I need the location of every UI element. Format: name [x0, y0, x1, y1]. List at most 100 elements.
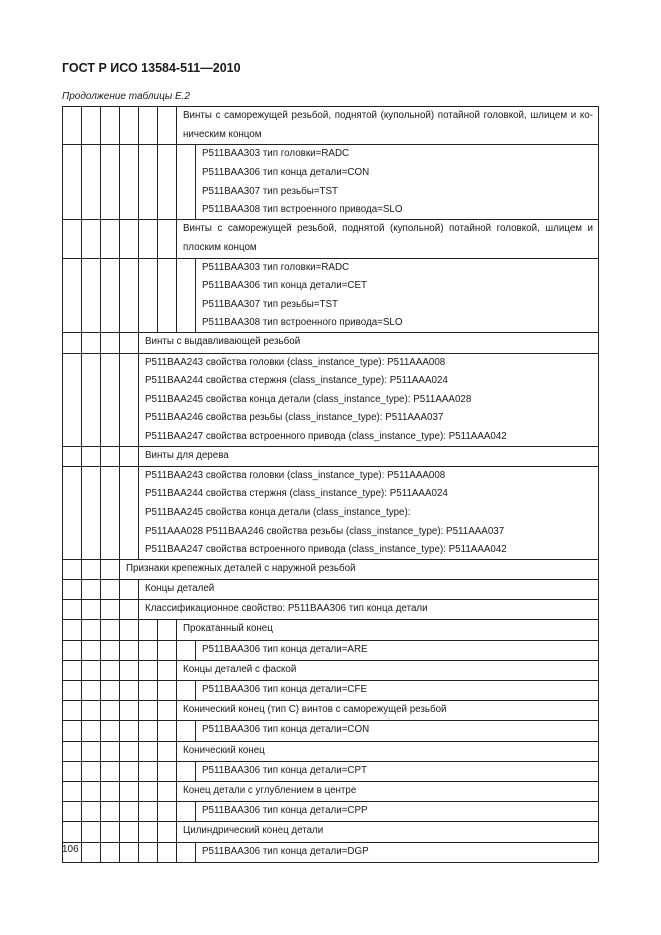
table-row: Прокатанный конец	[183, 620, 593, 639]
row-divider	[62, 579, 598, 580]
column-divider	[62, 579, 63, 600]
column-divider	[119, 106, 120, 145]
column-divider	[176, 821, 177, 842]
column-divider	[138, 720, 139, 741]
table-row: P511BAA306 тип конца детали=CPT	[202, 762, 593, 781]
row-divider	[62, 558, 598, 560]
column-divider	[157, 801, 158, 822]
column-divider	[157, 781, 158, 802]
column-divider	[119, 821, 120, 842]
column-divider	[138, 740, 139, 761]
column-divider	[138, 659, 139, 680]
row-text-line: P511BAA306 тип конца детали=CON	[202, 724, 370, 736]
column-divider	[176, 639, 177, 660]
column-divider	[195, 760, 196, 781]
column-divider	[119, 841, 120, 862]
column-divider	[100, 680, 101, 701]
table-row: Винты с выдавливающей резьбой	[145, 333, 593, 352]
column-divider	[157, 821, 158, 842]
column-divider	[62, 106, 63, 145]
column-divider	[195, 841, 196, 862]
table-row: P511BAA243 свойства головки (class_insta…	[145, 467, 593, 560]
table-border-right	[598, 465, 599, 559]
column-divider	[195, 801, 196, 822]
table-border-right	[598, 700, 599, 721]
column-divider	[100, 781, 101, 802]
row-divider	[62, 599, 598, 601]
row-text-line: P511BAA307 тип резьбы=TST	[202, 185, 338, 197]
row-divider	[62, 740, 598, 742]
row-text-line: P511BAA306 тип конца детали=DGP	[202, 845, 369, 857]
table-row: Винты с саморежущей резьбой, поднятой (к…	[183, 220, 593, 257]
table-border-right	[598, 760, 599, 781]
column-divider	[157, 760, 158, 781]
table-border-right	[598, 619, 599, 640]
column-divider	[62, 257, 63, 333]
column-divider	[157, 619, 158, 640]
column-divider	[81, 659, 82, 680]
table-border-top	[62, 106, 598, 107]
column-divider	[62, 445, 63, 466]
column-divider	[157, 106, 158, 145]
column-divider	[119, 579, 120, 600]
column-divider	[100, 720, 101, 741]
row-text-line: P511BAA308 тип встроенного привода=SLO	[202, 317, 403, 329]
row-text-line: плоским концом	[183, 241, 257, 253]
column-divider	[119, 720, 120, 741]
table-border-right	[598, 740, 599, 761]
row-text-line: P511BAA308 тип встроенного привода=SLO	[202, 204, 403, 216]
column-divider	[100, 352, 101, 446]
column-divider	[119, 801, 120, 822]
column-divider	[62, 465, 63, 559]
row-text-line: P511BAA306 тип конца детали=ARE	[202, 643, 368, 655]
row-divider	[62, 465, 598, 467]
column-divider	[138, 639, 139, 660]
row-text-line: P511BAA247 свойства встроенного привода …	[145, 544, 507, 556]
table-row: P511BAA243 свойства головки (class_insta…	[145, 354, 593, 447]
column-divider	[100, 257, 101, 333]
row-divider	[62, 257, 598, 259]
column-divider	[195, 257, 196, 333]
table-border-right	[598, 720, 599, 741]
column-divider	[100, 465, 101, 559]
column-divider	[62, 619, 63, 640]
column-divider	[62, 841, 63, 862]
column-divider	[176, 106, 177, 145]
column-divider	[81, 579, 82, 600]
column-divider	[119, 332, 120, 353]
column-divider	[138, 841, 139, 862]
column-divider	[100, 659, 101, 680]
row-text-line: P511BAA243 свойства головки (class_insta…	[145, 469, 446, 481]
row-text-line: Концы деталей	[145, 583, 215, 594]
column-divider	[195, 680, 196, 701]
row-text-line: P511BAA244 свойства стержня (class_insta…	[145, 488, 448, 500]
column-divider	[62, 558, 63, 579]
column-divider	[138, 144, 139, 220]
row-divider	[62, 700, 598, 702]
column-divider	[138, 465, 139, 559]
row-text-line: P511BAA306 тип конца детали=CET	[202, 280, 368, 292]
column-divider	[62, 760, 63, 781]
row-text-line: P511BAA306 тип конца детали=CFE	[202, 684, 368, 695]
column-divider	[62, 144, 63, 220]
table-border-right	[598, 558, 599, 579]
column-divider	[81, 760, 82, 781]
column-divider	[138, 680, 139, 701]
table-row: P511BAA306 тип конца детали=DGP	[202, 843, 593, 862]
column-divider	[157, 219, 158, 258]
column-divider	[100, 740, 101, 761]
table-row: Признаки крепежных деталей с наружной ре…	[126, 560, 593, 579]
column-divider	[62, 821, 63, 842]
column-divider	[119, 700, 120, 721]
column-divider	[119, 558, 120, 579]
column-divider	[157, 659, 158, 680]
table-row: P511BAA306 тип конца детали=CPP	[202, 802, 593, 821]
column-divider	[81, 599, 82, 620]
table-border-right	[598, 781, 599, 802]
row-divider	[62, 760, 598, 762]
column-divider	[81, 332, 82, 353]
table-row: P511BAA303 тип головки=RADC P511BAA306 ти…	[202, 259, 593, 333]
column-divider	[100, 106, 101, 145]
column-divider	[138, 760, 139, 781]
column-divider	[62, 332, 63, 353]
